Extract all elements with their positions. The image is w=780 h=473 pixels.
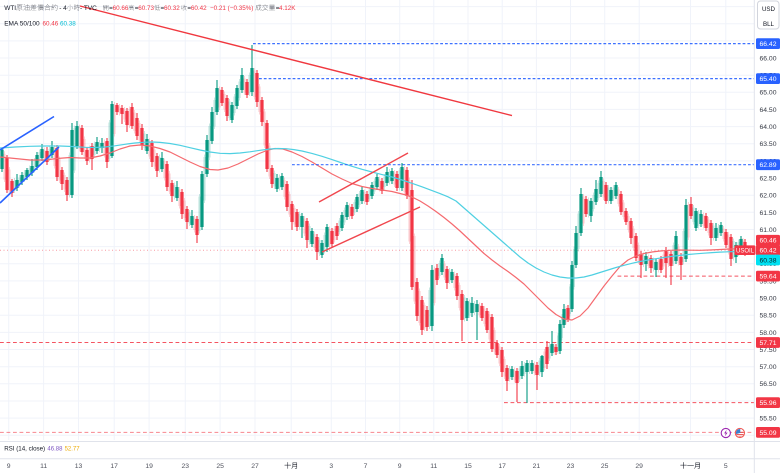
svg-text:23: 23 bbox=[567, 463, 575, 470]
svg-text:60.73: 60.73 bbox=[138, 5, 154, 12]
svg-text:19: 19 bbox=[145, 463, 153, 470]
svg-text:64.50: 64.50 bbox=[759, 107, 776, 114]
svg-text:61.00: 61.00 bbox=[759, 227, 776, 234]
svg-text:23: 23 bbox=[182, 463, 190, 470]
svg-text:BLL: BLL bbox=[763, 21, 775, 28]
svg-text:EMA 50/100: EMA 50/100 bbox=[4, 20, 40, 27]
svg-text:3: 3 bbox=[329, 463, 333, 470]
svg-text:60.32: 60.32 bbox=[164, 5, 180, 12]
svg-text:55.50: 55.50 bbox=[759, 416, 776, 423]
svg-text:57.00: 57.00 bbox=[759, 364, 776, 371]
svg-text:62.50: 62.50 bbox=[759, 175, 776, 182]
svg-text:RSI (14, close): RSI (14, close) bbox=[4, 445, 45, 452]
svg-text:USD: USD bbox=[762, 6, 776, 13]
svg-text:60.66: 60.66 bbox=[113, 5, 129, 12]
svg-text:65.00: 65.00 bbox=[759, 90, 776, 97]
svg-text:60.38: 60.38 bbox=[759, 257, 776, 264]
svg-text:17: 17 bbox=[498, 463, 506, 470]
svg-text:60.46: 60.46 bbox=[759, 238, 776, 245]
svg-text:59.64: 59.64 bbox=[759, 274, 776, 281]
svg-text:55.96: 55.96 bbox=[759, 400, 776, 407]
svg-text:11: 11 bbox=[40, 463, 47, 470]
svg-text:64.00: 64.00 bbox=[759, 124, 776, 131]
svg-text:59.50: 59.50 bbox=[759, 278, 776, 285]
svg-text:WTI: WTI bbox=[4, 5, 16, 12]
svg-text:55.09: 55.09 bbox=[759, 430, 776, 437]
svg-text:59.00: 59.00 bbox=[759, 296, 776, 303]
svg-text:- 4: - 4 bbox=[59, 5, 67, 12]
svg-text:60.46: 60.46 bbox=[43, 20, 59, 27]
svg-text:25: 25 bbox=[601, 463, 609, 470]
svg-text:USOIL: USOIL bbox=[736, 248, 755, 254]
svg-text:62.89: 62.89 bbox=[759, 162, 776, 169]
svg-text:=: = bbox=[161, 5, 165, 12]
svg-text:62.00: 62.00 bbox=[759, 193, 776, 200]
svg-text:=: = bbox=[135, 5, 139, 12]
svg-text:4.12K: 4.12K bbox=[279, 5, 296, 12]
svg-text:52.77: 52.77 bbox=[65, 446, 81, 452]
svg-text:57.50: 57.50 bbox=[759, 347, 776, 354]
svg-text:56.50: 56.50 bbox=[759, 381, 776, 388]
svg-text:27: 27 bbox=[251, 463, 259, 470]
svg-text:60.42: 60.42 bbox=[759, 248, 776, 255]
svg-text:=: = bbox=[109, 5, 113, 12]
svg-text:−0.21 (−0.35%): −0.21 (−0.35%) bbox=[210, 5, 253, 12]
svg-text:65.40: 65.40 bbox=[759, 76, 776, 83]
svg-text:15: 15 bbox=[464, 463, 472, 470]
svg-text:=: = bbox=[187, 5, 191, 12]
svg-text:- TVC: - TVC bbox=[80, 5, 97, 12]
svg-text:66.42: 66.42 bbox=[759, 41, 776, 48]
svg-text:29: 29 bbox=[635, 463, 643, 470]
svg-text:9: 9 bbox=[7, 463, 11, 470]
svg-text:58.00: 58.00 bbox=[759, 330, 776, 337]
svg-text:61.50: 61.50 bbox=[759, 210, 776, 217]
svg-text:58.50: 58.50 bbox=[759, 313, 776, 320]
svg-text:=: = bbox=[276, 5, 280, 12]
svg-text:60.42: 60.42 bbox=[191, 5, 207, 12]
svg-text:13: 13 bbox=[75, 463, 83, 470]
svg-text:9: 9 bbox=[398, 463, 402, 470]
svg-text:21: 21 bbox=[533, 463, 541, 470]
svg-text:7: 7 bbox=[364, 463, 368, 470]
svg-text:60.38: 60.38 bbox=[60, 20, 76, 27]
svg-text:57.71: 57.71 bbox=[759, 340, 776, 347]
svg-text:66.00: 66.00 bbox=[759, 55, 776, 62]
svg-text:5: 5 bbox=[724, 463, 728, 470]
svg-text:25: 25 bbox=[216, 463, 224, 470]
svg-text:46.88: 46.88 bbox=[47, 446, 63, 452]
svg-text:11: 11 bbox=[430, 463, 437, 470]
svg-text:17: 17 bbox=[110, 463, 118, 470]
svg-text:63.50: 63.50 bbox=[759, 141, 776, 148]
